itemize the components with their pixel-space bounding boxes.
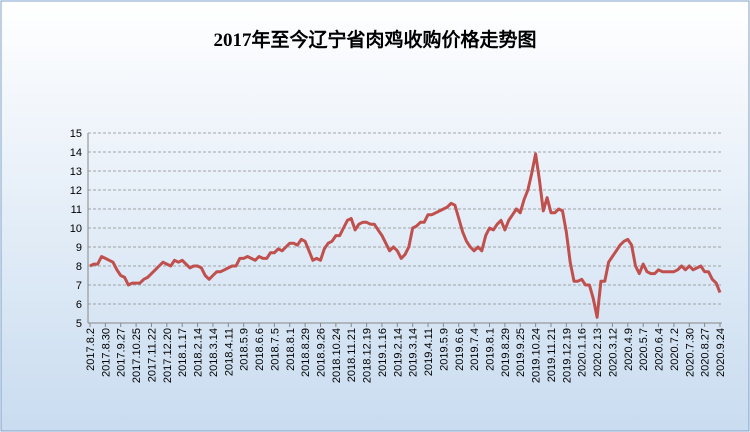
y-tick-label: 15	[70, 128, 82, 140]
y-tick-label: 14	[70, 147, 82, 159]
x-tick-label: 2019.11.21	[546, 328, 558, 382]
x-tick-label: 2019.8.29	[500, 328, 512, 377]
x-tick-label: 2019.2.14	[392, 328, 404, 377]
x-tick-label: 2017.12.20	[162, 328, 174, 383]
chart-title: 2017年至今辽宁省肉鸡收购价格走势图	[213, 28, 536, 51]
x-tick-label: 2017.10.25	[131, 328, 143, 383]
x-tick-label: 2018.11.21	[346, 328, 358, 382]
y-tick-label: 9	[76, 242, 82, 254]
x-tick-label: 2020.7.2	[669, 328, 681, 371]
y-tick-label: 12	[70, 185, 82, 197]
x-tick-label: 2020.5.7	[638, 328, 650, 371]
x-tick-label: 2017.9.27	[116, 328, 128, 377]
x-tick-label: 2020.6.4	[654, 328, 666, 371]
x-tick-label: 2020.4.9	[623, 328, 635, 371]
x-tick-label: 2018.7.5	[269, 328, 281, 371]
y-tick-label: 8	[76, 261, 82, 273]
x-tick-label: 2019.9.25	[515, 328, 527, 377]
x-tick-label: 2018.10.24	[331, 328, 343, 383]
y-tick-label: 5	[76, 318, 82, 330]
x-tick-label: 2018.3.14	[208, 328, 220, 377]
y-tick-label: 6	[76, 299, 82, 311]
x-tick-label: 2017.11.22	[146, 328, 158, 382]
x-tick-label: 2018.9.26	[315, 328, 327, 377]
x-tick-label: 2018.12.19	[362, 328, 374, 383]
x-tick-label: 2018.2.14	[193, 328, 205, 377]
x-tick-label: 2019.7.4	[469, 328, 481, 371]
x-tick-label: 2018.8.1	[285, 328, 297, 371]
x-tick-label: 2020.2.13	[592, 328, 604, 377]
y-tick-label: 7	[76, 280, 82, 292]
x-tick-label: 2019.8.1	[485, 328, 497, 371]
x-tick-label: 2017.8.30	[100, 328, 112, 377]
x-tick-label: 2020.7.30	[684, 328, 696, 377]
x-tick-label: 2018.6.6	[254, 328, 266, 371]
x-tick-label: 2018.8.29	[300, 328, 312, 377]
y-tick-label: 13	[70, 166, 82, 178]
x-tick-label: 2019.10.24	[531, 328, 543, 383]
x-tick-label: 2020.8.27	[700, 328, 712, 377]
y-tick-label: 10	[70, 223, 82, 235]
x-tick-label: 2019.3.14	[408, 328, 420, 377]
x-tick-label: 2020.1.16	[577, 328, 589, 377]
x-tick-label: 2020.9.24	[715, 328, 727, 377]
y-tick-label: 11	[71, 204, 82, 216]
x-tick-label: 2019.1.16	[377, 328, 389, 377]
x-tick-label: 2019.5.9	[438, 328, 450, 371]
x-tick-label: 2019.4.11	[423, 328, 435, 376]
x-tick-label: 2019.12.19	[561, 328, 573, 383]
x-tick-label: 2020.3.12	[607, 328, 619, 377]
x-tick-label: 2018.5.9	[239, 328, 251, 371]
x-tick-label: 2017.8.2	[85, 328, 97, 371]
x-tick-label: 2018.1.17	[177, 328, 189, 377]
x-tick-label: 2018.4.11	[223, 328, 235, 376]
x-tick-label: 2019.6.6	[454, 328, 466, 371]
data-line	[89, 152, 722, 319]
